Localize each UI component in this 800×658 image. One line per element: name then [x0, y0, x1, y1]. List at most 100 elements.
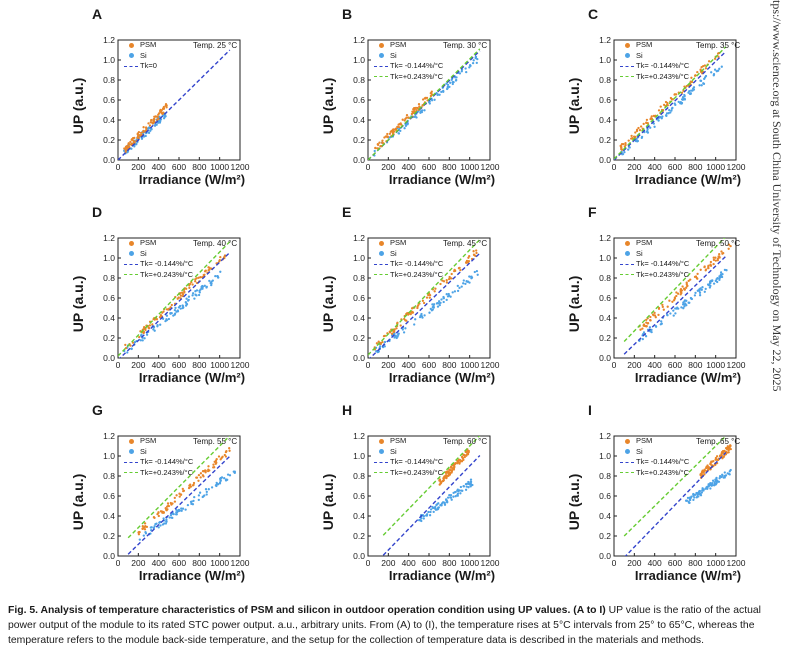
si-point	[186, 503, 190, 507]
y-tick-label: 1.2	[103, 35, 115, 45]
y-tick-label: 0.2	[103, 333, 115, 343]
psm-point	[444, 471, 448, 474]
si-point	[395, 336, 398, 340]
si-point	[677, 100, 680, 104]
si-point	[442, 297, 445, 300]
psm-point	[405, 113, 409, 117]
si-point	[461, 489, 464, 492]
psm-point	[393, 330, 396, 333]
si-marker-icon	[129, 449, 134, 455]
legend-label: Tk= -0.144%/°C	[390, 259, 444, 268]
psm-point	[645, 318, 648, 322]
psm-point	[720, 451, 724, 454]
plot-area	[623, 238, 732, 355]
x-tick-label: 400	[402, 558, 416, 568]
psm-point	[221, 455, 224, 458]
legend-entry: Si	[124, 447, 193, 458]
si-point	[653, 125, 656, 128]
si-point	[469, 482, 472, 486]
psm-point	[637, 126, 640, 130]
psm-point	[661, 303, 664, 307]
si-point	[628, 146, 631, 149]
psm-point	[450, 272, 453, 276]
si-point	[670, 109, 673, 112]
si-point	[447, 292, 450, 296]
psm-point	[650, 115, 653, 118]
psm-point	[699, 473, 702, 477]
psm-point	[657, 109, 661, 112]
y-tick-label: 0.0	[103, 551, 115, 561]
psm-point	[187, 486, 191, 490]
psm-point	[143, 522, 147, 525]
temperature-label: Temp. 40 °C	[193, 239, 238, 248]
si-point	[660, 320, 663, 323]
si-point	[465, 485, 468, 488]
x-tick-label: 600	[668, 360, 682, 370]
psm-point	[191, 283, 194, 286]
psm-point	[203, 270, 207, 273]
psm-point	[158, 112, 161, 115]
si-point	[683, 94, 686, 98]
si-point	[394, 335, 397, 338]
psm-point	[181, 293, 185, 296]
si-point	[190, 502, 193, 506]
dashed-line-icon	[124, 461, 138, 463]
psm-point	[379, 144, 382, 148]
si-point	[674, 103, 677, 107]
si-point	[193, 297, 196, 300]
si-point	[450, 78, 453, 81]
si-point	[458, 286, 461, 290]
x-tick-label: 1000	[210, 360, 229, 370]
si-point	[704, 74, 708, 78]
psm-point	[652, 114, 655, 118]
psm-point	[649, 315, 652, 319]
legend-entry: Si	[620, 447, 689, 458]
psm-point	[669, 96, 673, 100]
si-point	[469, 480, 472, 483]
psm-point	[639, 328, 642, 331]
psm-point	[657, 313, 660, 317]
si-point	[210, 283, 213, 287]
y-tick-label: 0.0	[353, 551, 365, 561]
legend-entry: Tk=+0.243%/°C	[620, 468, 689, 479]
si-marker-icon	[379, 53, 384, 59]
psm-point	[154, 115, 157, 118]
y-tick-label: 0.4	[103, 115, 115, 125]
si-point	[452, 495, 455, 498]
tk-positive-line	[382, 436, 481, 536]
si-point	[694, 291, 697, 295]
si-point	[700, 84, 703, 87]
legend-label: Tk= -0.144%/°C	[140, 259, 194, 268]
psm-point	[689, 278, 692, 281]
legend-entry: PSM	[124, 238, 193, 249]
y-tick-label: 1.2	[103, 233, 115, 243]
si-point	[180, 507, 183, 510]
psm-point	[727, 247, 730, 250]
si-point	[683, 98, 687, 101]
si-point	[207, 488, 210, 491]
y-tick-label: 1.0	[353, 253, 365, 263]
si-point	[163, 522, 166, 525]
si-point	[475, 61, 478, 65]
si-point	[434, 508, 438, 511]
psm-point	[219, 255, 222, 259]
dashed-line-icon	[374, 65, 388, 67]
legend-label: Tk= -0.144%/°C	[390, 61, 444, 70]
x-tick-label: 1200	[727, 162, 746, 172]
x-tick-label: 0	[612, 558, 617, 568]
psm-point	[393, 328, 396, 331]
psm-point	[194, 278, 197, 281]
legend-entry: PSM	[374, 40, 443, 51]
temperature-label: Temp. 60 °C	[443, 437, 488, 446]
legend-entry: Tk=+0.243%/°C	[374, 270, 443, 281]
si-point	[699, 79, 703, 83]
y-tick-label: 0.0	[353, 155, 365, 165]
plot-area	[118, 241, 231, 358]
psm-point	[393, 128, 397, 131]
x-axis-label: Irradiance (W/m²)	[388, 568, 496, 583]
psm-point	[181, 487, 184, 491]
x-axis-label: Irradiance (W/m²)	[634, 568, 742, 583]
si-point	[424, 514, 428, 517]
si-point	[467, 482, 470, 485]
si-point	[729, 468, 732, 472]
